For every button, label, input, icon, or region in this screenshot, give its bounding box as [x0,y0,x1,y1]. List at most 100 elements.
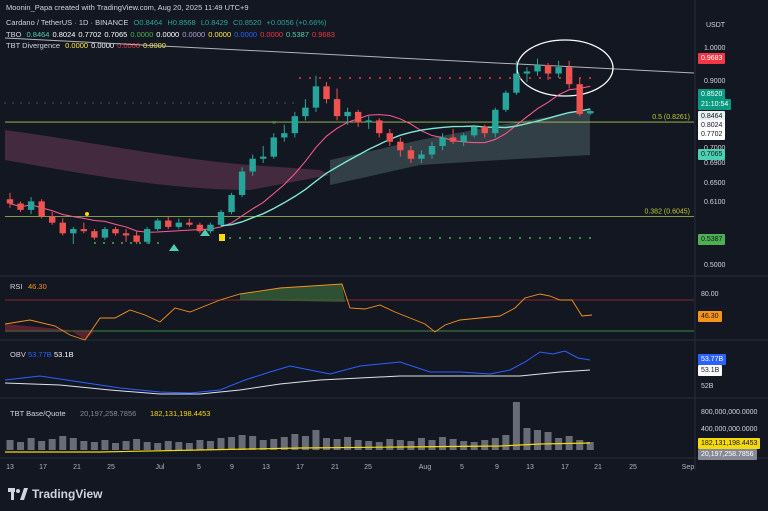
tbo-value: 0.0000 [208,30,232,39]
volume-bar [122,441,130,450]
candle [386,133,393,142]
tbt-quote-value: 182,131,198.4453 [150,409,211,418]
candle [175,222,182,227]
resistance-dot [519,77,521,79]
candle [59,222,66,234]
resistance-dot [359,77,361,79]
symbol: Cardano / TetherUS · 1D · BINANCE [6,18,129,27]
price-tag: 0.8520 [698,89,726,100]
volume-bar [301,436,309,450]
candle [439,137,446,146]
resistance-dot [589,77,591,79]
candle [397,141,404,151]
tbt-base-tag: 20,197,258.7856 [698,449,757,460]
volume-bar [133,439,141,450]
guide-dot [116,102,118,104]
support-dot [139,242,141,244]
volume-bar [38,441,46,450]
tbt-scale-label: 400,000,000.0000 [701,426,758,433]
candle [133,235,140,242]
volume-bar [280,437,288,450]
ma-line [9,85,591,233]
support-dot [319,237,321,239]
support-dot [121,242,123,244]
resistance-dot [379,77,381,79]
volume-bar [69,438,77,450]
guide-dot [244,102,246,104]
obv-tag: 53.77B [698,354,727,365]
price-scale-label: 0.6900 [704,160,726,167]
volume-bar [354,440,362,450]
candle [565,67,573,85]
support-dot [379,237,381,239]
x-axis-label: 21 [594,464,602,471]
candle [376,120,383,134]
support-dot [459,237,461,239]
x-axis-label: 5 [197,464,201,471]
volume-bar [196,440,204,450]
guide-dot [164,102,166,104]
support-dot [559,237,561,239]
x-axis-label: 21 [73,464,81,471]
support-dot [549,237,551,239]
candle [333,99,341,117]
resistance-dot [299,77,301,79]
x-axis-label: 13 [262,464,270,471]
support-dot [479,237,481,239]
obv-ma-value: 53.1B [54,350,74,359]
candle [27,201,35,210]
support-dot [279,237,281,239]
guide-dot [172,102,174,104]
support-dot [529,237,531,239]
tbo-value: 0.7702 [78,30,102,39]
resistance-dot [549,77,551,79]
currency-label[interactable]: USDT [706,22,726,29]
volume-bar [270,439,278,450]
volume-bar [428,440,436,450]
candle [281,133,288,138]
tbt-scale-label: 800,000,000.0000 [701,409,758,416]
candle [270,137,277,157]
guide-dot [20,102,22,104]
candle [154,220,161,230]
candle [38,201,45,217]
candle [207,224,214,232]
candle [460,135,467,142]
candle [49,216,56,223]
support-dot [389,237,391,239]
guide-dot [140,102,142,104]
resistance-dot [479,77,481,79]
candle [91,231,98,238]
guide-dot [196,102,198,104]
resistance-dot [489,77,491,79]
obv-ma-line [4,369,591,395]
tradingview-logo[interactable]: TradingView [8,487,102,501]
tbo-value: 0.8464 [26,30,50,39]
tbt-quote-line [5,442,591,453]
candle [428,145,436,155]
ohlc-change: +0.0056 (+0.66%) [266,18,327,27]
guide-dot [52,102,54,104]
support-dot [249,237,251,239]
tbo-line[interactable]: TBO 0.8464 0.8024 0.7702 0.7065 0.0000 0.0000… [6,30,338,39]
guide-dot [132,102,134,104]
candle [407,150,415,159]
x-axis-label: Jul [156,464,165,471]
volume-bar [59,436,67,450]
divergence-value: 0.0000 [91,41,115,50]
candle [312,86,320,108]
guide-dot [28,102,30,104]
candle [576,84,583,115]
support-dot [148,242,150,244]
volume-bar [491,438,499,450]
volume-bar [523,428,531,450]
signal-marker [85,212,89,216]
volume-bar [439,437,447,450]
support-dot [349,237,351,239]
candle [523,71,531,74]
candle [6,199,14,204]
volume-bar [217,438,225,450]
volume-bar [154,443,162,450]
guide-dot [228,102,230,104]
